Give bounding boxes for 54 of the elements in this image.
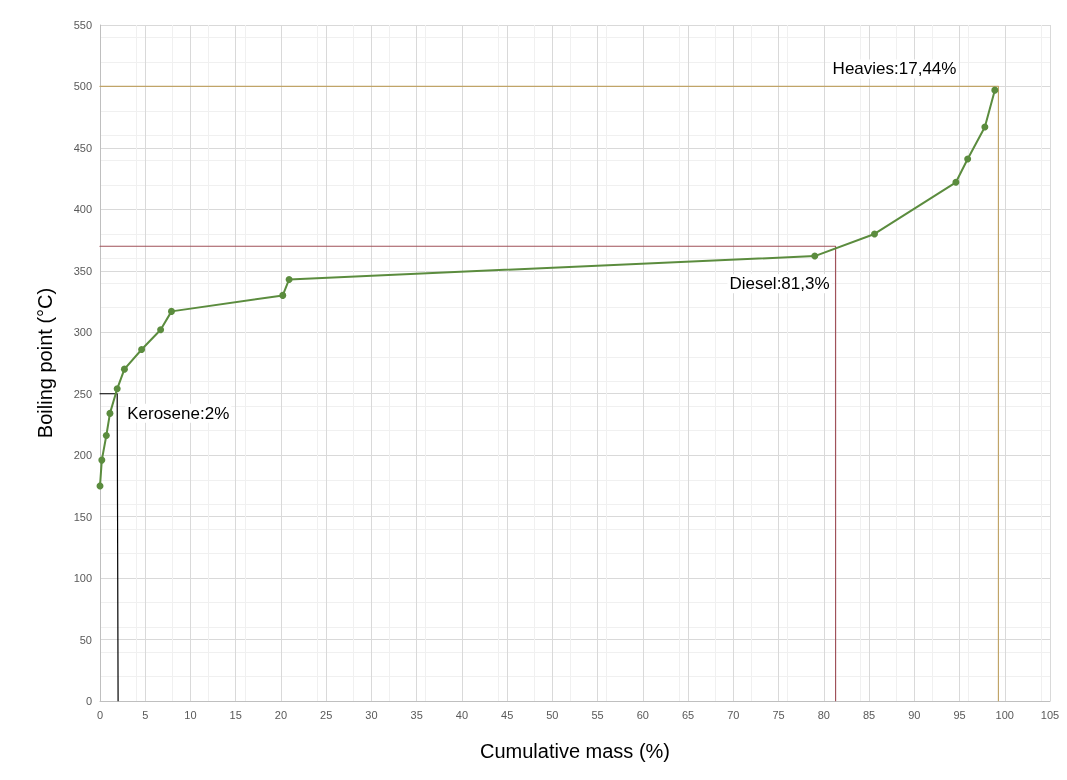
point [120, 365, 128, 373]
x-tick-label: 90 [908, 708, 921, 721]
point [113, 385, 121, 393]
y-tick-label: 0 [85, 695, 92, 707]
x-tick-label: 5 [142, 708, 149, 721]
y-tick-label: 500 [73, 80, 92, 93]
x-tick-label: 95 [953, 708, 966, 721]
point [285, 275, 293, 283]
point [98, 456, 106, 464]
point [991, 86, 999, 94]
x-tick-label: 85 [862, 708, 876, 721]
point [279, 291, 287, 299]
y-tick-label: 450 [73, 141, 92, 154]
annotation: Heavies:17,44% [832, 59, 957, 79]
x-tick-label: 25 [320, 708, 333, 721]
x-tick-label: 10 [184, 708, 197, 721]
x-tick-label: 35 [410, 708, 423, 721]
point [102, 432, 110, 440]
x-tick-label: 75 [772, 708, 785, 721]
y-tick-label: 200 [73, 449, 92, 462]
y-tick-label: 350 [73, 264, 92, 277]
x-tick-label: 50 [546, 708, 559, 721]
x-tick-label: 60 [636, 708, 649, 721]
point [138, 345, 146, 353]
x-tick-label: 45 [501, 708, 514, 721]
x-tick-label: 100 [995, 708, 1014, 721]
x-axis-title: Cumulative mass (%) [479, 740, 671, 762]
point [811, 252, 819, 260]
y-axis-title: Boiling point (°C) [34, 287, 56, 439]
x-tick-label: 30 [365, 708, 378, 721]
point [964, 155, 972, 163]
x-tick-label: 40 [455, 708, 469, 721]
y-tick-label: 400 [73, 203, 92, 216]
x-tick-label: 105 [1040, 708, 1060, 721]
point [106, 409, 114, 417]
annotation: Diesel:81,3% [729, 274, 830, 294]
y-tick-label: 100 [73, 572, 92, 585]
y-tick-label: 150 [73, 510, 92, 523]
x-tick-label: 15 [229, 708, 242, 721]
y-tick-label: 250 [73, 387, 92, 400]
y-tick-label: 550 [73, 19, 92, 31]
point [952, 178, 960, 186]
y-tick-label: 50 [79, 633, 92, 646]
point [157, 326, 165, 334]
point [870, 230, 878, 238]
x-tick-label: 80 [817, 708, 830, 721]
x-tick-label: 20 [274, 708, 288, 721]
x-tick-label: 65 [681, 708, 695, 721]
y-tick-label: 300 [73, 326, 92, 339]
annotation: Kerosene:2% [127, 403, 230, 423]
x-tick-label: 0 [96, 708, 104, 721]
x-tick-label: 70 [727, 708, 740, 721]
point [167, 307, 175, 315]
x-tick-label: 55 [591, 708, 604, 721]
